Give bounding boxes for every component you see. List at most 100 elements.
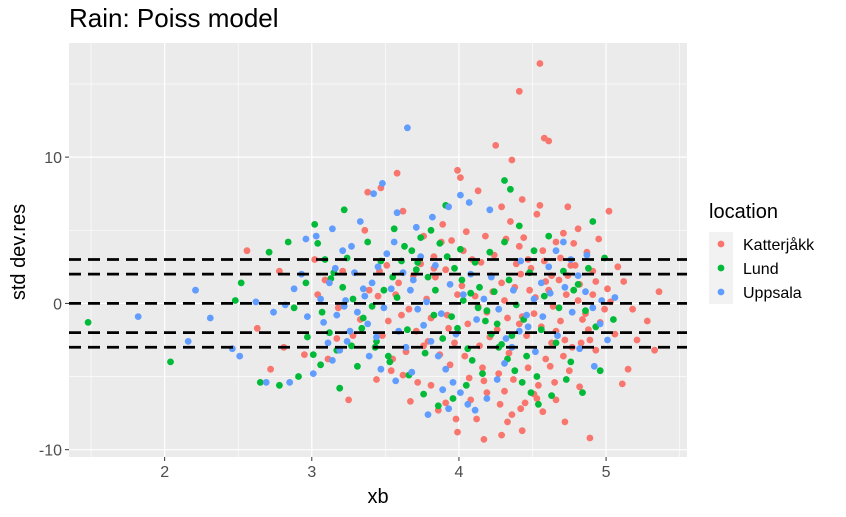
- data-point: [349, 295, 357, 303]
- data-point: [557, 254, 564, 262]
- data-point: [317, 361, 324, 369]
- data-point: [408, 247, 416, 255]
- data-point: [448, 313, 455, 320]
- legend-key-marker: [717, 240, 725, 248]
- data-point: [458, 282, 466, 290]
- data-point: [574, 225, 582, 233]
- data-point: [459, 291, 467, 298]
- data-point: [442, 266, 450, 274]
- legend: location Katterjåkk Lund Uppsala: [709, 201, 815, 304]
- data-point: [495, 305, 503, 313]
- data-point: [365, 352, 373, 360]
- data-point: [480, 436, 488, 443]
- data-point: [605, 207, 613, 215]
- data-point: [610, 316, 617, 323]
- data-point: [595, 235, 603, 243]
- data-point: [359, 285, 367, 293]
- data-point: [167, 358, 174, 366]
- data-point: [449, 379, 457, 386]
- data-point: [380, 304, 388, 312]
- data-point: [387, 285, 395, 293]
- data-point: [311, 256, 319, 263]
- data-point: [276, 381, 283, 389]
- data-point: [629, 305, 636, 313]
- data-point: [452, 415, 460, 423]
- data-point: [467, 289, 475, 297]
- data-point: [586, 336, 594, 344]
- data-point: [515, 242, 523, 250]
- data-point: [465, 199, 473, 206]
- data-point: [443, 253, 451, 260]
- data-point: [364, 188, 372, 196]
- data-point: [604, 336, 611, 344]
- chart-title: Rain: Poiss model: [69, 3, 279, 33]
- data-point: [442, 365, 450, 373]
- data-point: [412, 223, 420, 231]
- data-point: [309, 351, 317, 358]
- data-point: [474, 304, 482, 312]
- data-point: [348, 342, 355, 350]
- data-point: [586, 434, 594, 442]
- data-point: [504, 418, 511, 426]
- data-point: [505, 276, 513, 284]
- data-point: [387, 367, 395, 375]
- data-point: [439, 386, 447, 394]
- data-point: [454, 324, 461, 332]
- data-point: [312, 232, 320, 240]
- data-point: [345, 396, 352, 404]
- x-tick-label: 3: [307, 464, 316, 481]
- data-point: [537, 326, 545, 334]
- data-point: [454, 428, 461, 436]
- data-point: [498, 279, 505, 287]
- data-point: [311, 221, 319, 228]
- data-point: [518, 196, 526, 203]
- data-point: [304, 313, 311, 320]
- data-point: [539, 313, 547, 320]
- legend-entry-label: Lund: [743, 261, 779, 278]
- data-point: [479, 370, 486, 377]
- data-point: [454, 291, 461, 298]
- data-point: [473, 316, 480, 323]
- data-point: [498, 431, 505, 439]
- data-point: [530, 310, 538, 317]
- data-point: [476, 283, 483, 291]
- data-point: [555, 304, 563, 312]
- data-point: [265, 248, 273, 256]
- data-point: [427, 226, 435, 234]
- data-point: [446, 281, 454, 288]
- data-point: [526, 286, 533, 294]
- data-point: [329, 225, 336, 233]
- data-point: [434, 352, 442, 360]
- data-point: [464, 400, 472, 408]
- data-point: [643, 317, 651, 325]
- data-point: [339, 283, 347, 291]
- data-point: [270, 308, 277, 316]
- data-point: [535, 400, 542, 408]
- data-point: [414, 305, 422, 313]
- data-point: [420, 390, 427, 398]
- data-point: [560, 238, 567, 246]
- data-point: [420, 321, 427, 329]
- data-point: [504, 314, 511, 322]
- data-point: [611, 330, 619, 338]
- data-point: [502, 335, 510, 342]
- data-point: [326, 329, 333, 337]
- data-point: [555, 276, 563, 284]
- data-point: [392, 377, 400, 385]
- data-point: [374, 292, 382, 300]
- data-point: [624, 365, 632, 373]
- y-axis-title: std dev.res: [8, 204, 30, 300]
- data-point: [314, 240, 322, 247]
- legend-entry-label: Uppsala: [743, 285, 802, 302]
- data-point: [535, 381, 542, 389]
- data-point: [565, 367, 573, 375]
- data-point: [290, 285, 298, 293]
- data-point: [496, 400, 504, 408]
- data-point: [243, 247, 251, 255]
- data-point: [393, 169, 401, 177]
- data-point: [399, 371, 407, 379]
- data-point: [560, 229, 567, 237]
- data-point: [493, 320, 501, 328]
- data-point: [574, 297, 582, 304]
- data-point: [473, 415, 480, 423]
